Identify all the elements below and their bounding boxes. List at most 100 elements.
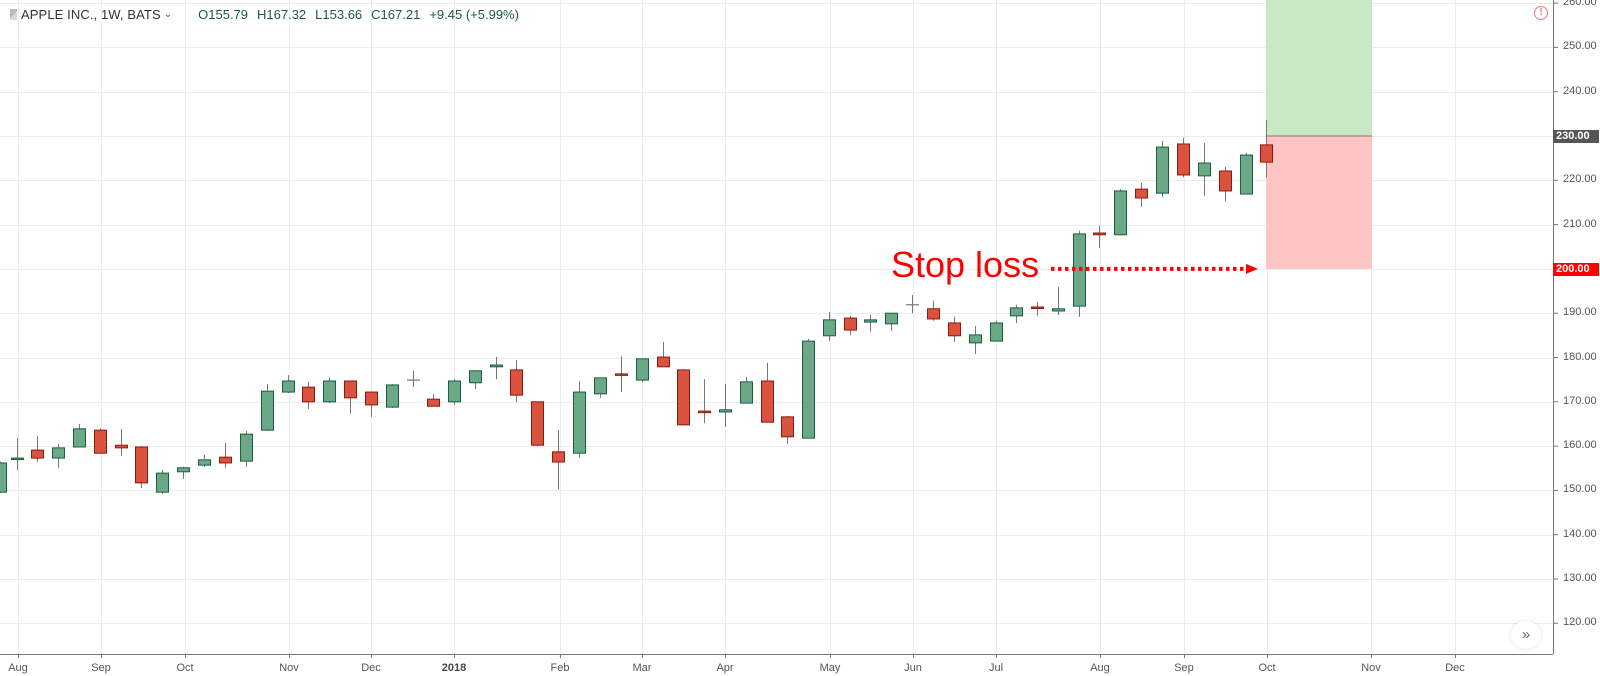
candle [73,423,86,448]
candle [677,369,690,426]
time-tick-label: Dec [1445,662,1465,674]
time-tick-label: Apr [716,662,734,674]
price-tick-label: 140.00 [1563,527,1597,540]
candle [552,430,565,490]
candle [219,442,232,468]
candle [344,380,357,414]
candle [469,370,482,389]
candle [448,379,461,405]
price-tick-label: 130.00 [1563,572,1597,584]
price-badge: 230.00 [1553,130,1599,143]
time-tick-label: Mar [632,662,652,674]
candle [261,384,274,432]
time-tick-label: Sep [1174,662,1194,674]
candle [885,312,898,331]
candle [802,338,815,439]
price-tick-label: 260.00 [1563,0,1597,9]
candle [719,384,732,428]
stop-loss-annotation: Stop loss [891,244,1040,285]
long-position-tool[interactable] [1266,0,1372,269]
candle [52,443,65,468]
candle [365,391,378,417]
change-value: +9.45 (+5.99%) [429,6,519,22]
candle [781,415,794,444]
candle [531,401,544,447]
candle [386,384,399,409]
candle [198,454,211,467]
candle [844,315,857,335]
price-tick-label: 120.00 [1563,616,1597,629]
price-tick-label: 190.00 [1563,306,1597,319]
candle [906,295,919,314]
candle [927,300,940,321]
candle [11,438,24,471]
candle [573,380,586,459]
candle [969,326,982,354]
candle [1114,189,1127,236]
candle [1177,137,1190,178]
candle [1093,225,1106,249]
scroll-to-realtime-button[interactable]: » [1511,621,1541,649]
close-value: C167.21 [371,6,421,22]
price-tick-label: 220.00 [1563,173,1597,186]
symbol-icon [10,8,17,20]
candle [761,362,774,423]
price-tick-label: 170.00 [1563,394,1597,407]
price-tick-label: 180.00 [1563,350,1597,363]
chart-legend: APPLE INC., 1W, BATS ⌄ O155.79 H167.32 L… [0,4,519,24]
price-tick-label: 160.00 [1563,439,1597,452]
candle [1240,152,1253,195]
candle [31,435,44,463]
candle [0,461,7,494]
candle [1198,143,1211,196]
candle [115,428,128,456]
time-tick-label: Aug [1090,662,1110,674]
time-tick-label: Jul [988,662,1004,674]
chevron-down-icon[interactable]: ⌄ [163,8,173,20]
candle [990,320,1003,342]
symbol-title[interactable]: APPLE INC., 1W, BATS [21,6,161,22]
candle [657,341,670,368]
alert-icon[interactable]: ! [1534,6,1548,20]
candle [490,357,503,380]
price-badge: 200.00 [1553,262,1599,276]
candle [407,370,420,388]
time-tick-label: Oct [176,662,194,674]
stop-zone[interactable] [1266,136,1372,269]
candle [594,377,607,398]
price-tick-label: 150.00 [1563,483,1597,496]
low-value: L153.66 [315,6,363,22]
candle [823,311,836,342]
time-tick-label: Jun [904,662,922,674]
candle [510,360,523,403]
candle [615,356,628,393]
candle [1052,287,1065,315]
candle [282,375,295,393]
candle [427,394,440,407]
open-value: O155.79 [198,6,249,22]
target-zone[interactable] [1266,0,1372,136]
candle [740,376,753,404]
candle [1073,230,1086,317]
candle [94,428,107,454]
candlestick-series [0,120,1273,494]
candle [698,379,711,424]
candle [323,377,336,404]
price-tick-label: 210.00 [1563,217,1597,230]
candle [864,314,877,332]
time-tick-label: Dec [361,662,381,674]
candle [1219,167,1232,202]
candle [636,358,649,382]
candle [1135,182,1148,207]
candle [240,431,253,467]
candle [177,466,190,479]
time-tick-label: 2018 [441,662,467,674]
candle [156,470,169,494]
price-tick-label: 240.00 [1563,84,1597,97]
time-tick-label: Feb [550,662,570,674]
time-tick-label: May [819,662,841,674]
high-value: H167.32 [257,6,307,22]
time-tick-label: Nov [1361,662,1381,674]
time-tick-label: Oct [1258,662,1276,674]
